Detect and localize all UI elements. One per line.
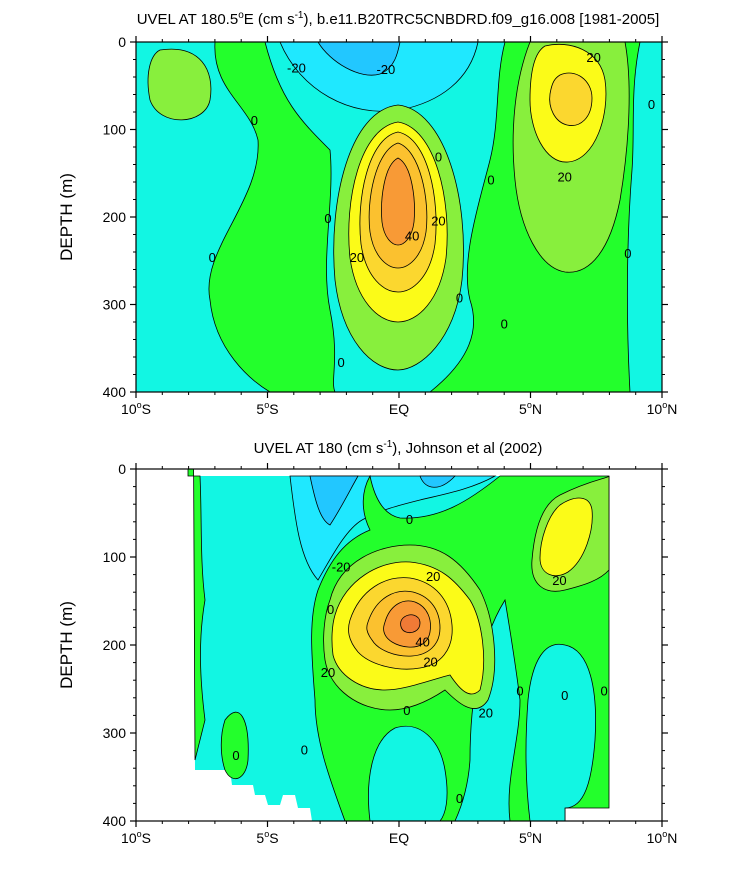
contour-label: 20 — [586, 50, 600, 65]
bot-band-neg-20-30 — [309, 475, 359, 526]
panel-top-ytick-label: 0 — [118, 34, 126, 50]
panel-bottom-ytick-label: 200 — [103, 637, 127, 653]
bot-band-neg-20-30b — [419, 475, 456, 488]
contour-label: 0 — [456, 290, 463, 305]
bot-band-neg-east-lower — [525, 643, 596, 821]
panel-top-ylabel: DEPTH (m) — [57, 173, 76, 261]
contour-label: 20 — [350, 250, 364, 265]
contour-label: 20 — [557, 170, 571, 185]
contour-label: -20 — [332, 560, 351, 575]
contour-label: 40 — [405, 228, 419, 243]
contour-label: 0 — [232, 748, 239, 763]
panel-top-ytick-label: 200 — [103, 209, 127, 225]
panel-top-contour-labels: -20 -20 20 0 0 0 0 20 0 20 40 20 0 0 0 0 0 — [209, 50, 655, 370]
contour-label: 20 — [552, 573, 566, 588]
panel-bottom-ytick-label: 400 — [103, 813, 127, 829]
contour-label: -20 — [376, 62, 395, 77]
panel-bottom-xtick-label: 10oS — [121, 829, 151, 846]
panel-bottom-ytick-label: 0 — [118, 461, 126, 477]
contour-label: 0 — [516, 684, 523, 699]
top-band-neg-20-30 — [317, 42, 401, 76]
contour-label: 0 — [209, 250, 216, 265]
bot-necc-20 — [539, 497, 593, 576]
panel-bottom-xtick-label: 10oN — [647, 829, 678, 846]
contour-label: 0 — [324, 211, 331, 226]
panel-bottom-xtick-label: EQ — [389, 830, 409, 846]
contour-label: 0 — [601, 684, 608, 699]
panel-top-xtick-label: 5oS — [256, 400, 278, 417]
panel-bottom-contour-labels: -20 0 20 20 0 40 20 20 0 0 0 20 0 0 0 0 — [232, 512, 607, 806]
panel-bottom-ytick-label: 300 — [103, 725, 127, 741]
contour-label: 20 — [431, 213, 445, 228]
bot-band-west-strip — [187, 469, 206, 761]
contour-label: 0 — [435, 150, 442, 165]
top-band-west-blob — [147, 48, 212, 121]
contour-label: 0 — [403, 703, 410, 718]
top-ncc-30 — [549, 72, 593, 126]
contour-label: 20 — [426, 569, 440, 584]
contour-label: 0 — [301, 743, 308, 758]
contour-label: 40 — [415, 634, 429, 649]
contour-label: 0 — [406, 512, 413, 527]
contour-label: 0 — [561, 688, 568, 703]
panel-bottom-xtick-label: 5oS — [256, 829, 278, 846]
panel-top-field — [136, 42, 662, 392]
contour-label: 0 — [487, 172, 494, 187]
contour-label: 0 — [624, 246, 631, 261]
panel-top-xtick-label: EQ — [389, 401, 409, 417]
contour-label: -20 — [287, 60, 306, 75]
panel-top-xtick-label: 5oN — [519, 400, 542, 417]
contour-label: 0 — [456, 791, 463, 806]
panel-top-ytick-label: 400 — [103, 384, 127, 400]
panel-top-title: UVEL AT 180.5oE (cm s-1), b.e11.B20TRC5C… — [137, 10, 660, 28]
contour-label: 20 — [321, 665, 335, 680]
panel-bottom-title: UVEL AT 180 (cm s-1), Johnson et al (200… — [254, 439, 543, 457]
contour-label: 0 — [327, 602, 334, 617]
contour-label: 0 — [251, 113, 258, 128]
panel-top-xtick-label: 10oS — [121, 400, 151, 417]
panel-bottom-xtick-label: 5oN — [519, 829, 542, 846]
panel-top-ytick-label: 100 — [103, 122, 127, 138]
panel-top-ytick-label: 300 — [103, 297, 127, 313]
contour-label: 0 — [648, 97, 655, 112]
bot-euc-60 — [400, 614, 421, 633]
bot-band-sw-blob — [220, 711, 249, 780]
panel-top-xtick-label: 10oN — [647, 400, 678, 417]
contour-label: 0 — [338, 355, 345, 370]
contour-label: 20 — [479, 706, 493, 721]
panel-bottom: UVEL AT 180 (cm s-1), Johnson et al (200… — [57, 439, 678, 846]
panel-bottom-field — [187, 469, 610, 821]
panel-bottom-ylabel: DEPTH (m) — [57, 601, 76, 689]
top-euc-50 — [381, 157, 415, 246]
contour-label: 20 — [423, 655, 437, 670]
contour-label: 0 — [501, 317, 508, 332]
panel-bottom-ytick-label: 100 — [103, 549, 127, 565]
top-band-neg-west — [136, 42, 271, 392]
top-band-neg-east — [626, 42, 662, 392]
bot-band-neg-deep — [368, 726, 448, 821]
panel-top: UVEL AT 180.5oE (cm s-1), b.e11.B20TRC5C… — [57, 10, 677, 417]
